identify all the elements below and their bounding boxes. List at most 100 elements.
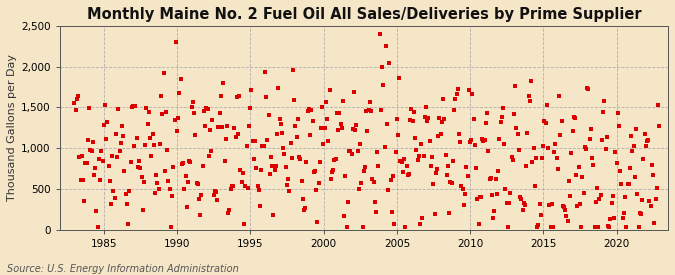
Point — [180, 174, 191, 178]
Point — [259, 70, 270, 75]
Point — [491, 192, 502, 196]
Point — [93, 157, 104, 161]
Point — [330, 157, 341, 161]
Point — [544, 202, 555, 207]
Point — [223, 211, 234, 215]
Point — [296, 178, 307, 183]
Point — [112, 155, 123, 159]
Point — [383, 188, 394, 192]
Point — [304, 106, 315, 111]
Point — [122, 202, 132, 206]
Point — [588, 163, 599, 167]
Point — [495, 120, 506, 125]
Point — [274, 117, 285, 121]
Point — [384, 60, 395, 65]
Point — [351, 123, 362, 127]
Point — [508, 158, 518, 162]
Point — [583, 87, 594, 91]
Point — [411, 148, 422, 152]
Point — [182, 204, 192, 209]
Point — [136, 174, 147, 179]
Point — [126, 104, 137, 109]
Point — [429, 211, 440, 216]
Point — [458, 203, 469, 207]
Point — [399, 157, 410, 162]
Point — [171, 129, 182, 133]
Point — [235, 167, 246, 172]
Point — [497, 106, 508, 110]
Point — [628, 144, 639, 148]
Point — [567, 129, 578, 133]
Point — [468, 117, 479, 121]
Point — [168, 165, 179, 169]
Point — [461, 165, 472, 169]
Point — [363, 108, 374, 112]
Point — [624, 166, 635, 170]
Point — [417, 216, 428, 220]
Point — [518, 200, 529, 205]
Point — [488, 215, 499, 220]
Y-axis label: Thousand Gallons per Day: Thousand Gallons per Day — [7, 54, 17, 201]
Point — [240, 184, 250, 188]
Point — [333, 128, 344, 133]
Point — [595, 193, 606, 197]
Point — [163, 179, 174, 183]
Point — [328, 168, 339, 172]
Point — [236, 180, 247, 184]
Point — [248, 157, 259, 161]
Point — [234, 94, 244, 98]
Point — [643, 138, 653, 142]
Point — [609, 216, 620, 221]
Point — [206, 149, 217, 153]
Point — [487, 193, 497, 197]
Point — [527, 159, 538, 164]
Point — [106, 202, 117, 207]
Point — [247, 139, 258, 143]
Point — [406, 107, 416, 111]
Point — [196, 192, 207, 197]
Point — [144, 136, 155, 140]
Point — [125, 160, 136, 165]
Point — [555, 133, 566, 137]
Point — [454, 132, 464, 136]
Point — [88, 172, 99, 177]
Point — [355, 142, 366, 146]
Point — [431, 170, 441, 175]
Point — [213, 125, 224, 129]
Point — [272, 132, 283, 136]
Point — [551, 156, 562, 161]
Point — [648, 173, 659, 178]
Point — [169, 117, 180, 122]
Point — [292, 117, 303, 122]
Point — [612, 111, 623, 115]
Point — [173, 116, 184, 121]
Point — [232, 95, 242, 99]
Point — [212, 198, 223, 203]
Point — [285, 141, 296, 145]
Point — [443, 164, 454, 168]
Point — [543, 146, 554, 150]
Point — [375, 108, 386, 112]
Point — [99, 103, 110, 107]
Point — [281, 183, 292, 187]
Point — [427, 155, 437, 159]
Point — [377, 65, 387, 69]
Point — [425, 164, 436, 168]
Point — [108, 189, 119, 194]
Point — [268, 213, 279, 218]
Point — [647, 163, 657, 167]
Point — [188, 100, 198, 104]
Point — [202, 107, 213, 111]
Point — [464, 87, 475, 92]
Point — [265, 155, 276, 160]
Point — [315, 160, 325, 164]
Point — [176, 162, 187, 166]
Point — [340, 174, 351, 178]
Point — [246, 88, 257, 92]
Point — [76, 154, 87, 159]
Point — [456, 184, 467, 189]
Point — [87, 140, 98, 144]
Point — [229, 126, 240, 131]
Point — [642, 138, 653, 143]
Point — [280, 165, 291, 169]
